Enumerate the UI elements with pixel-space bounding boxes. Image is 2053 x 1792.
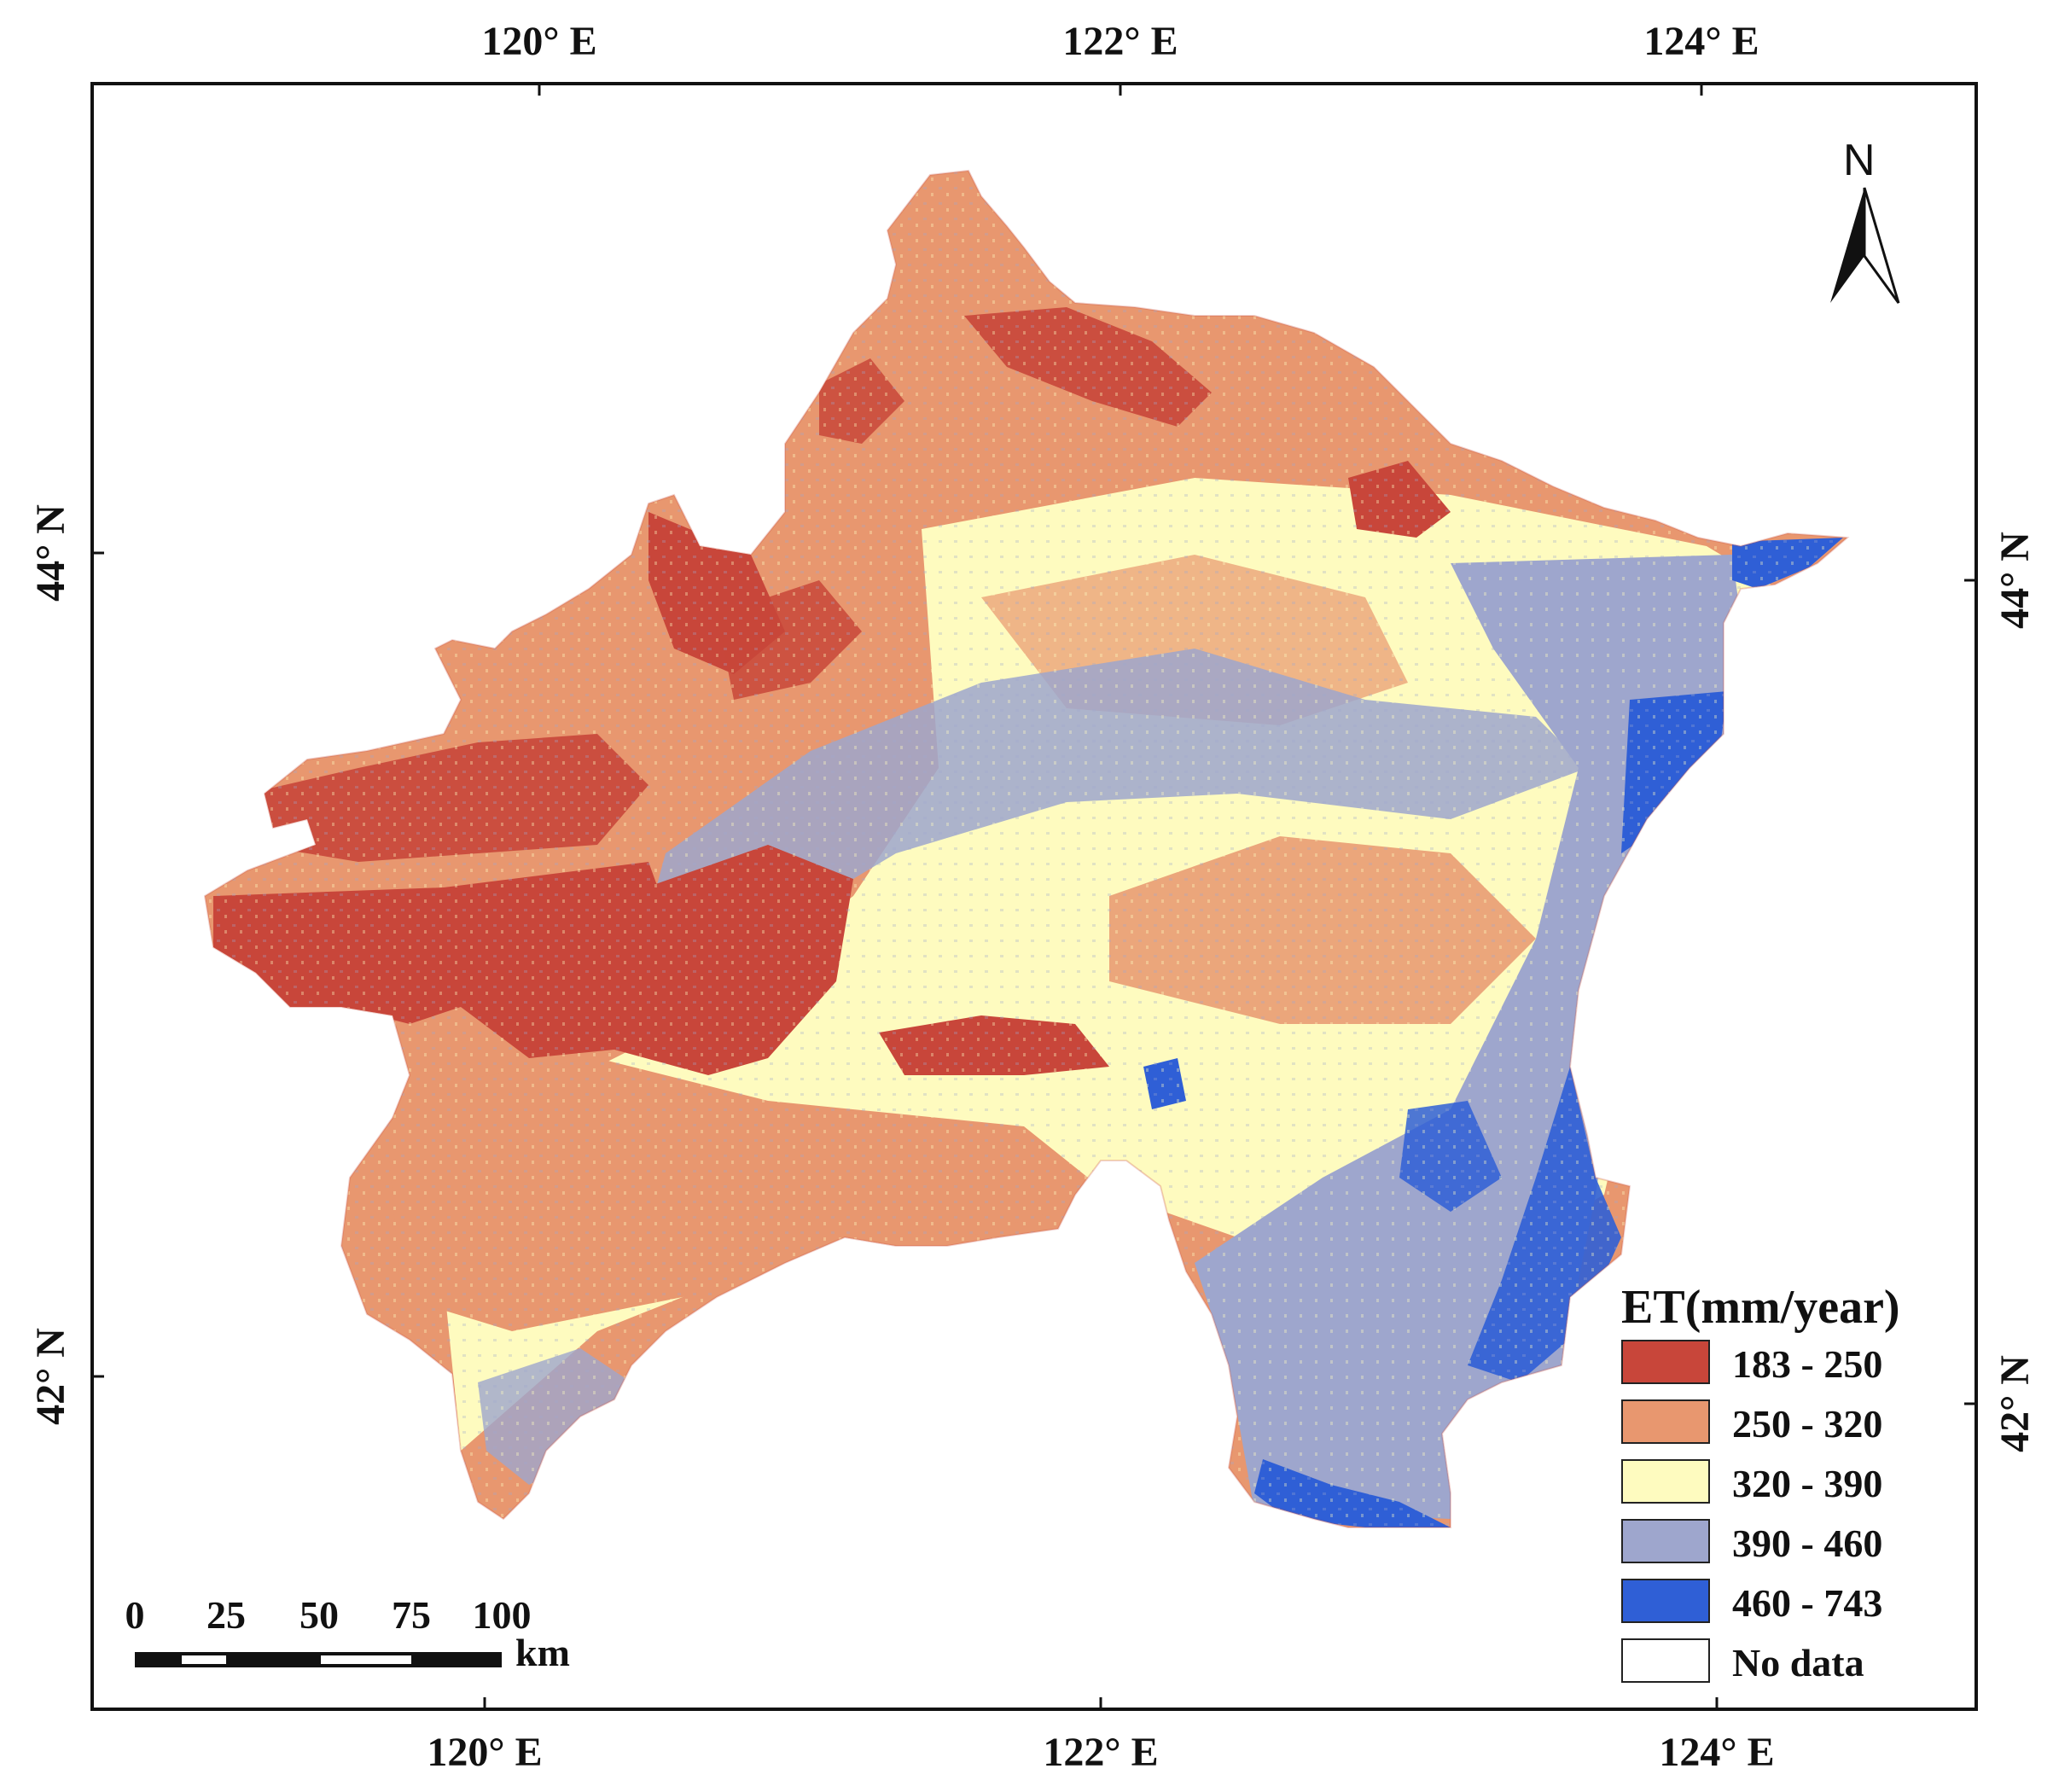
- legend-swatch: [1621, 1579, 1710, 1623]
- bottom-lon-label-1: 120° E: [427, 1730, 543, 1775]
- right-lat-label-2: 42° N: [1992, 1355, 2038, 1452]
- north-arrow-icon: [1830, 187, 1900, 304]
- bottom-lon-label-2: 122° E: [1043, 1730, 1159, 1775]
- scale-tick-100: 100: [472, 1593, 532, 1637]
- scale-unit: km: [515, 1631, 570, 1674]
- legend-swatch: [1621, 1519, 1710, 1563]
- scale-tick-50: 50: [300, 1593, 339, 1637]
- bottom-lon-label-3: 124° E: [1659, 1730, 1775, 1775]
- left-lat-label-1: 44° N: [28, 504, 73, 602]
- top-lon-label-2: 122° E: [1062, 19, 1178, 64]
- legend-label: 183 - 250: [1732, 1342, 1883, 1386]
- graticule-ticks: [92, 84, 1976, 1709]
- legend-swatch: [1621, 1459, 1710, 1504]
- legend-label: 460 - 743: [1732, 1581, 1883, 1625]
- legend-title: ET(mm/year): [1621, 1281, 1900, 1334]
- north-arrow-label: N: [1843, 136, 1876, 185]
- legend-swatch: [1621, 1340, 1710, 1384]
- legend-label: 250 - 320: [1732, 1402, 1883, 1446]
- right-lat-label-1: 44° N: [1992, 532, 2038, 629]
- scale-bar: [135, 1652, 502, 1667]
- legend-label: No data: [1732, 1641, 1864, 1684]
- legend-swatch: [1621, 1399, 1710, 1444]
- top-lon-label-3: 124° E: [1643, 19, 1759, 64]
- legend-swatch: [1621, 1638, 1710, 1683]
- scale-tick-75: 75: [392, 1593, 431, 1637]
- map-frame: [90, 82, 1978, 1711]
- scale-tick-0: 0: [125, 1593, 145, 1637]
- legend-label: 390 - 460: [1732, 1521, 1883, 1565]
- top-lon-label-1: 120° E: [481, 19, 597, 64]
- left-lat-label-2: 42° N: [28, 1328, 73, 1425]
- scale-tick-25: 25: [206, 1593, 246, 1637]
- legend-label: 320 - 390: [1732, 1462, 1883, 1505]
